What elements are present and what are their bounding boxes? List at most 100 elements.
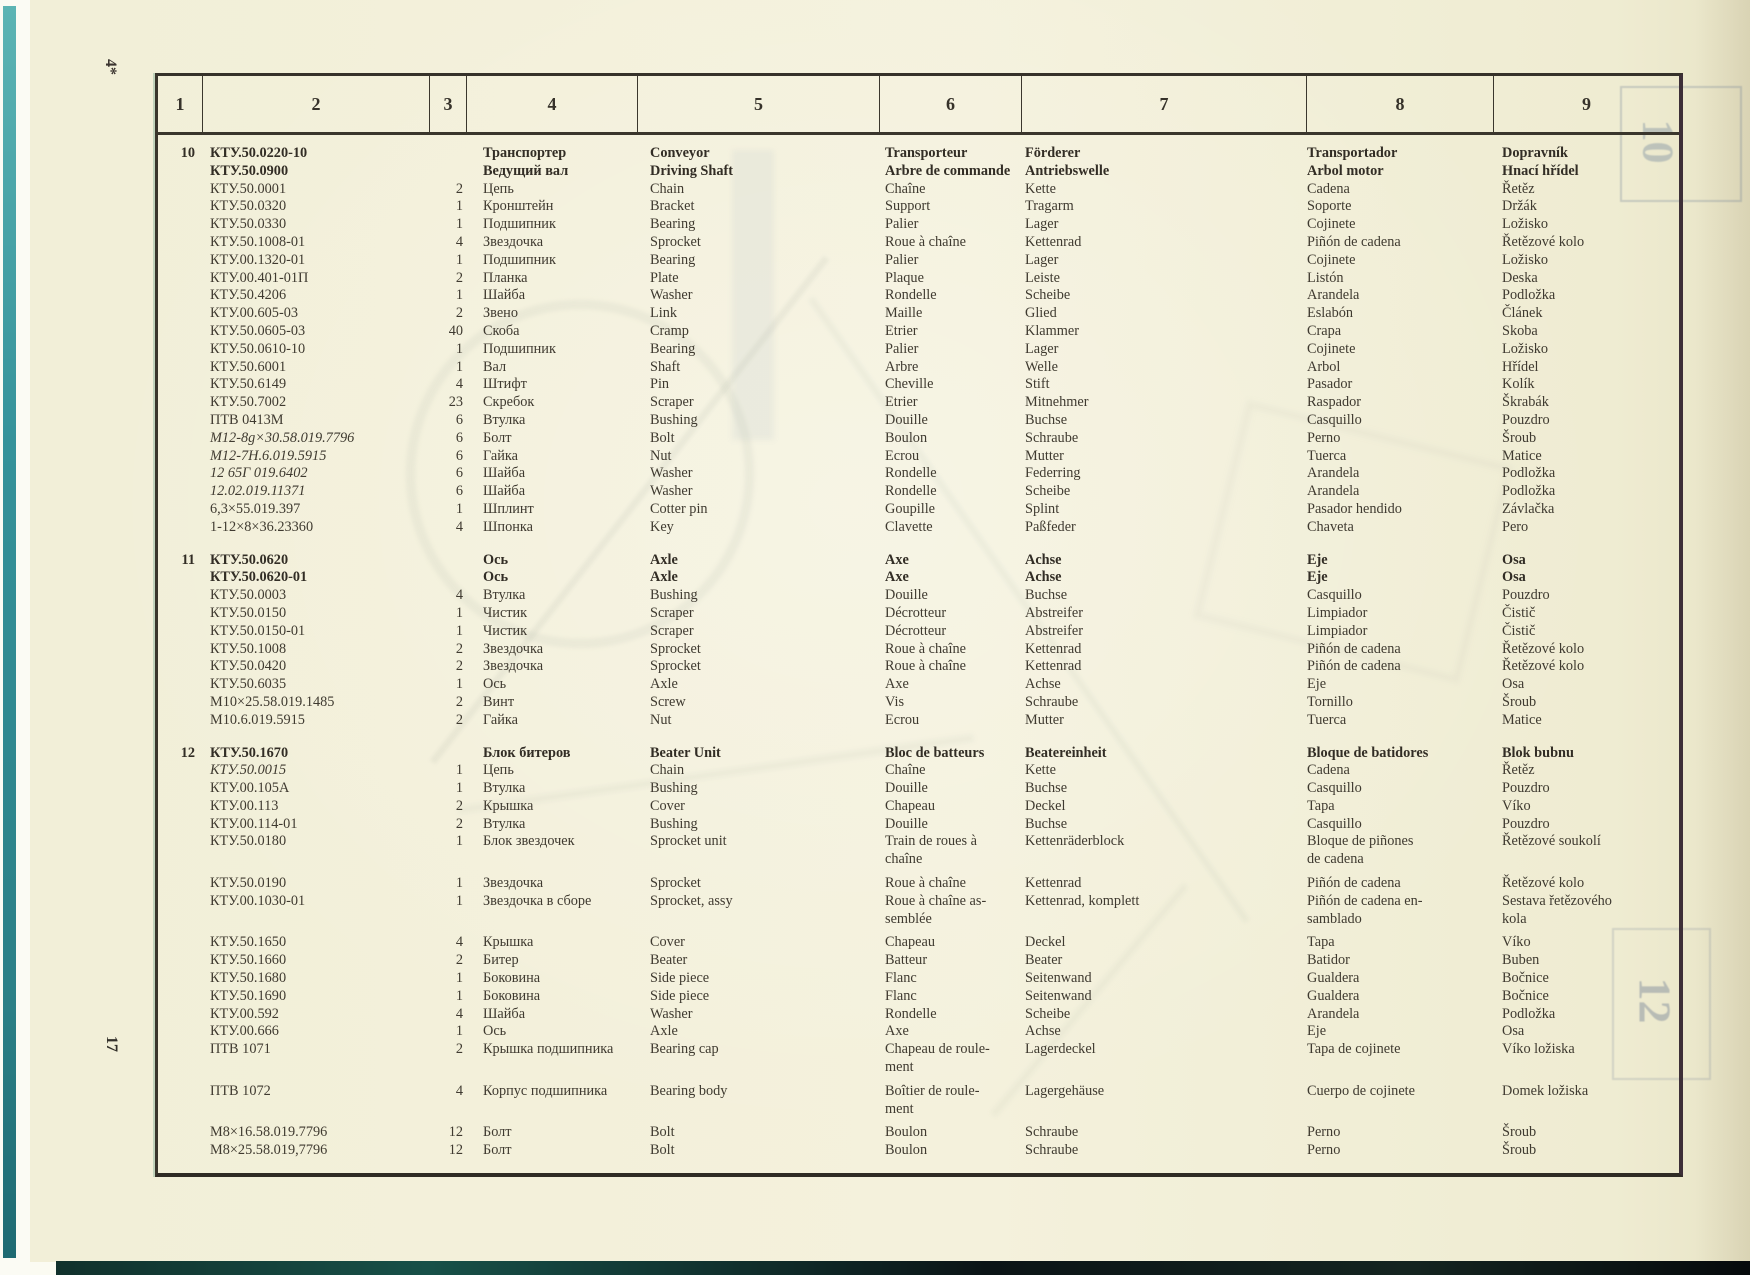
name-de-cell: Schraube <box>1025 1142 1079 1159</box>
name-es-cell: Arandela <box>1307 1005 1360 1022</box>
name-de-cell: Buchse <box>1025 587 1068 604</box>
item-cell <box>158 569 203 587</box>
qty-cell: 4 <box>455 1082 463 1099</box>
name-cs-cell: Sestava řetězového kola <box>1502 892 1612 927</box>
name-fr-cell: Palier <box>885 216 919 233</box>
part-number-cell: КТУ.50.0190 <box>210 875 287 892</box>
name-de-cell: Antriebswelle <box>1025 162 1110 179</box>
name-de-cell: Mutter <box>1025 447 1064 464</box>
table-row: КТУ.50.0150 1 Чистик Scraper Décrotteur Abstr… <box>158 605 1679 623</box>
part-number-cell: КТУ.00.605-03 <box>210 305 299 322</box>
part-number-cell: КТУ.50.0330 <box>210 216 287 233</box>
item-cell <box>158 483 203 501</box>
name-en-cell: Screw <box>650 693 686 710</box>
name-fr-cell: Palier <box>885 251 919 268</box>
table-row: М8×25.58.019,7796 12 Болт Bolt Boulon Schraub… <box>158 1142 1679 1160</box>
item-cell <box>158 1083 203 1119</box>
item-cell <box>158 875 203 893</box>
table-row: КТУ.50.0001 2 Цепь Chain Chaîne Kette Cadena Ře… <box>158 181 1679 199</box>
name-cs-cell: Matice <box>1502 447 1542 464</box>
table-row: КТУ.50.6001 1 Вал Shaft Arbre Welle Arbol Hříde… <box>158 359 1679 377</box>
item-cell <box>158 952 203 970</box>
name-cs-cell: Čistič <box>1502 622 1536 639</box>
item-cell <box>158 448 203 466</box>
name-cs-cell: Ložisko <box>1502 251 1549 268</box>
item-cell <box>158 1041 203 1077</box>
part-number-cell: КТУ.50.0900 <box>210 162 289 179</box>
name-en-cell: Bearing cap <box>650 1041 719 1058</box>
name-en-cell: Bushing <box>650 780 698 797</box>
name-ru-cell: Блок битеров <box>483 744 571 761</box>
table-row: 10 КТУ.50.0220-10 Транспортер Conveyor Trans… <box>158 145 1679 163</box>
name-ru-cell: Крышка <box>483 934 534 951</box>
name-es-cell: Transportador <box>1307 145 1398 161</box>
name-es-cell: Arbol <box>1307 358 1341 375</box>
name-fr-cell: Chapeau <box>885 797 936 814</box>
item-cell <box>158 1142 203 1160</box>
qty-cell: 1 <box>455 251 463 268</box>
name-fr-cell: Rondelle <box>885 1005 937 1022</box>
name-cs-cell: Držák <box>1502 198 1537 215</box>
name-fr-cell: Roue à chaîne <box>885 875 966 892</box>
item-cell <box>158 605 203 623</box>
qty-cell: 4 <box>455 934 463 951</box>
name-es-cell: Tuerca <box>1307 711 1347 728</box>
table-row: КТУ.50.4206 1 Шайба Washer Rondelle Scheibe Ar… <box>158 287 1679 305</box>
table-row: КТУ.50.1008-01 4 Звездочка Sprocket Roue à c… <box>158 234 1679 252</box>
name-en-cell: Axle <box>650 1023 678 1040</box>
part-number-cell: КТУ.00.114-01 <box>210 815 298 832</box>
part-number-cell: КТУ.00.1030-01 <box>210 892 306 909</box>
name-en-cell: Cramp <box>650 322 689 339</box>
name-de-cell: Achse <box>1025 1023 1061 1040</box>
name-ru-cell: Ось <box>483 1023 507 1040</box>
name-fr-cell: Clavette <box>885 518 933 535</box>
name-fr-cell: Axe <box>885 551 909 568</box>
name-en-cell: Shaft <box>650 358 681 375</box>
name-en-cell: Bearing body <box>650 1082 728 1099</box>
name-ru-cell: Подшипник <box>483 340 556 357</box>
name-de-cell: Kettenrad <box>1025 658 1082 675</box>
table-row: ПТВ 1072 4 Корпус подшипника Bearing body Bo… <box>158 1083 1679 1119</box>
name-ru-cell: Кронштейн <box>483 198 554 215</box>
name-fr-cell: Arbre <box>885 358 919 375</box>
name-fr-cell: Support <box>885 198 931 215</box>
name-fr-cell: Douille <box>885 815 928 832</box>
name-cs-cell: Řetěz <box>1502 180 1535 197</box>
table-row: КТУ.50.0900 Ведущий вал Driving Shaft Arbre… <box>158 163 1679 181</box>
name-de-cell: Kettenrad <box>1025 233 1082 250</box>
name-fr-cell: Chaîne <box>885 762 926 779</box>
scan-edge-strip <box>3 6 16 1258</box>
table-row: КТУ.00.105А 1 Втулка Bushing Douille Buchse Ca… <box>158 780 1679 798</box>
name-de-cell: Schraube <box>1025 693 1079 710</box>
name-cs-cell: Bočnice <box>1502 970 1549 987</box>
qty-cell: 4 <box>455 518 463 535</box>
item-cell <box>158 970 203 988</box>
name-ru-cell: Блок звездочек <box>483 833 575 850</box>
name-ru-cell: Скребок <box>483 394 535 411</box>
name-en-cell: Sprocket <box>650 658 701 675</box>
name-en-cell: Link <box>650 305 678 322</box>
name-en-cell: Bearing <box>650 251 696 268</box>
name-cs-cell: Hřídel <box>1502 358 1539 375</box>
qty-cell: 1 <box>455 622 463 639</box>
name-es-cell: Chaveta <box>1307 518 1354 535</box>
name-cs-cell: Řetězové soukolí <box>1502 833 1601 850</box>
part-number-cell: КТУ.50.0605-03 <box>210 322 306 339</box>
name-cs-cell: Ložisko <box>1502 340 1549 357</box>
page-number: 17 <box>103 1036 120 1052</box>
name-de-cell: Paßfeder <box>1025 518 1076 535</box>
item-cell <box>158 676 203 694</box>
name-en-cell: Bolt <box>650 1124 675 1141</box>
name-es-cell: Pasador hendido <box>1307 500 1402 517</box>
qty-cell: 1 <box>455 987 463 1004</box>
part-number-cell: КТУ.50.1680 <box>210 970 287 987</box>
part-number-cell: КТУ.50.1008 <box>210 640 287 657</box>
name-fr-cell: Boulon <box>885 1142 928 1159</box>
qty-cell: 1 <box>455 762 463 779</box>
name-es-cell: Piñón de cadena <box>1307 640 1401 657</box>
name-de-cell: Kette <box>1025 180 1056 197</box>
name-cs-cell: Závlačka <box>1502 500 1555 517</box>
name-ru-cell: Шайба <box>483 465 526 482</box>
name-ru-cell: Шайба <box>483 1005 526 1022</box>
